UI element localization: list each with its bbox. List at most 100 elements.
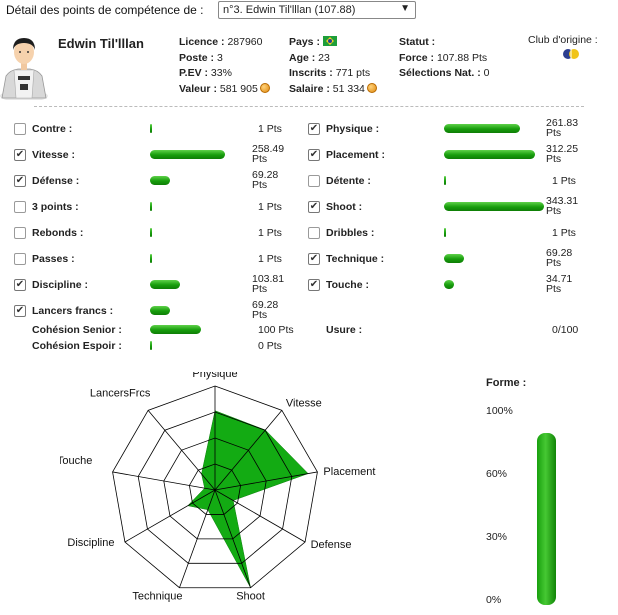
separator bbox=[34, 106, 584, 107]
statut-row: Statut : bbox=[399, 36, 435, 48]
skill-passes-bar bbox=[150, 254, 152, 263]
skill-placement-checkbox[interactable]: ✔ bbox=[308, 149, 320, 161]
skill-dribbles-bar bbox=[444, 228, 446, 237]
valeur-row: Valeur : 581 905 bbox=[179, 83, 270, 95]
skill-défense-points: 69.28 Pts bbox=[252, 169, 279, 191]
pev-row: P.EV : 33% bbox=[179, 67, 232, 79]
skill-touche-checkbox[interactable]: ✔ bbox=[308, 279, 320, 291]
radar-spoke bbox=[179, 489, 216, 588]
skill-shoot-bar bbox=[444, 202, 544, 211]
age-value: 23 bbox=[318, 52, 330, 64]
radar-spoke bbox=[214, 489, 251, 588]
radar-axis-label: LancersFrcs bbox=[90, 387, 151, 399]
forme-tick-100: 100% bbox=[486, 405, 513, 417]
licence-value: 287960 bbox=[227, 36, 263, 48]
usure-label: Usure : bbox=[326, 324, 363, 336]
skill-rebonds-points: 1 Pts bbox=[258, 227, 282, 239]
skill-dribbles-checkbox[interactable] bbox=[308, 227, 320, 239]
radar-grid-ring bbox=[188, 463, 242, 515]
skill-points-label: 3 points : bbox=[32, 201, 79, 213]
skill-discipline-bar bbox=[150, 280, 180, 289]
skill-discipline-checkbox[interactable]: ✔ bbox=[14, 279, 26, 291]
statut-label: Statut : bbox=[399, 36, 436, 48]
selections-label: Sélections Nat. : bbox=[399, 67, 481, 79]
skill-physique-label: Physique : bbox=[326, 123, 380, 135]
player-select-value: n°3. Edwin Til'lllan (107.88) bbox=[223, 4, 356, 16]
force-label: Force : bbox=[399, 52, 435, 64]
cohesion-senior-label: Cohésion Senior : bbox=[32, 324, 122, 336]
skill-détente-label: Détente : bbox=[326, 175, 371, 187]
skill-contre-bar bbox=[150, 124, 152, 133]
licence-label: Licence : bbox=[179, 36, 225, 48]
skill-passes-points: 1 Pts bbox=[258, 253, 282, 265]
salaire-value: 51 334 bbox=[332, 83, 365, 95]
forme-bar bbox=[537, 433, 556, 605]
radar-axis-label: Discipline bbox=[67, 537, 114, 549]
player-avatar bbox=[0, 38, 48, 100]
skill-technique-points: 69.28 Pts bbox=[546, 247, 573, 269]
valeur-value: 581 905 bbox=[219, 83, 258, 95]
radar-axis-label: Touche bbox=[60, 455, 92, 467]
poste-label: Poste : bbox=[179, 52, 215, 64]
skill-rebonds-checkbox[interactable] bbox=[14, 227, 26, 239]
skill-points-bar bbox=[150, 202, 152, 211]
brazil-flag-icon bbox=[322, 36, 337, 46]
skill-discipline-points: 103.81 Pts bbox=[252, 273, 285, 295]
radar-axis-label: Technique bbox=[132, 591, 182, 603]
salaire-row: Salaire : 51 334 bbox=[289, 83, 377, 95]
radar-axis-label: Vitesse bbox=[286, 397, 322, 409]
radar-axis-label: Shoot bbox=[236, 591, 265, 603]
skill-rebonds-bar bbox=[150, 228, 152, 237]
skill-détente-checkbox[interactable] bbox=[308, 175, 320, 187]
age-row: Age : 23 bbox=[289, 52, 330, 64]
skill-défense-label: Défense : bbox=[32, 175, 80, 187]
skill-contre-points: 1 Pts bbox=[258, 123, 282, 135]
cohesion-espoir-bar bbox=[150, 341, 152, 350]
skill-touche-label: Touche : bbox=[326, 279, 369, 291]
skill-contre-label: Contre : bbox=[32, 123, 73, 135]
skill-technique-checkbox[interactable]: ✔ bbox=[308, 253, 320, 265]
inscrits-row: Inscrits : 771 pts bbox=[289, 67, 370, 79]
radar-axis-label: Physique bbox=[192, 372, 237, 380]
skill-détente-bar bbox=[444, 176, 446, 185]
skill-shoot-label: Shoot : bbox=[326, 201, 363, 213]
skill-défense-checkbox[interactable]: ✔ bbox=[14, 175, 26, 187]
skill-contre-checkbox[interactable] bbox=[14, 123, 26, 135]
skill-lancers-francs-label: Lancers francs : bbox=[32, 305, 114, 317]
skill-discipline-label: Discipline : bbox=[32, 279, 89, 291]
radar-chart: Physique Vitesse Placement Defense Shoot Tech… bbox=[60, 372, 375, 603]
skill-vitesse-label: Vitesse : bbox=[32, 149, 75, 161]
licence-row: Licence : 287960 bbox=[179, 36, 263, 48]
forme-tick-0: 0% bbox=[486, 594, 502, 606]
skill-technique-label: Technique : bbox=[326, 253, 385, 265]
radar-spoke bbox=[214, 489, 306, 543]
radar-spoke bbox=[147, 410, 216, 491]
skill-placement-label: Placement : bbox=[326, 149, 385, 161]
radar-grid-ring bbox=[112, 385, 318, 589]
forme-tick-60: 60% bbox=[486, 468, 508, 480]
coin-icon bbox=[366, 83, 377, 93]
skill-physique-points: 261.83 Pts bbox=[546, 117, 579, 139]
skill-défense-bar bbox=[150, 176, 170, 185]
player-select[interactable]: n°3. Edwin Til'lllan (107.88) ▼ bbox=[218, 1, 416, 19]
skill-shoot-checkbox[interactable]: ✔ bbox=[308, 201, 320, 213]
skill-lancers-francs-checkbox[interactable]: ✔ bbox=[14, 305, 26, 317]
skill-passes-checkbox[interactable] bbox=[14, 253, 26, 265]
player-name: Edwin Til'lllan bbox=[58, 36, 144, 51]
skill-placement-points: 312.25 Pts bbox=[546, 143, 579, 165]
skill-points-checkbox[interactable] bbox=[14, 201, 26, 213]
cohesion-senior-points: 100 Pts bbox=[258, 324, 294, 336]
force-value: 107.88 Pts bbox=[436, 52, 488, 64]
club-label: Club d'origine : bbox=[528, 34, 598, 46]
selections-row: Sélections Nat. : 0 bbox=[399, 67, 489, 79]
radar-spoke bbox=[112, 471, 216, 491]
poste-row: Poste : 3 bbox=[179, 52, 223, 64]
club-logo-icon[interactable] bbox=[562, 46, 580, 60]
inscrits-value: 771 pts bbox=[335, 67, 371, 79]
skill-passes-label: Passes : bbox=[32, 253, 75, 265]
skill-physique-checkbox[interactable]: ✔ bbox=[308, 123, 320, 135]
skill-vitesse-checkbox[interactable]: ✔ bbox=[14, 149, 26, 161]
skill-points-points: 1 Pts bbox=[258, 201, 282, 213]
poste-value: 3 bbox=[216, 52, 223, 64]
dropdown-arrow-icon: ▼ bbox=[400, 3, 410, 14]
